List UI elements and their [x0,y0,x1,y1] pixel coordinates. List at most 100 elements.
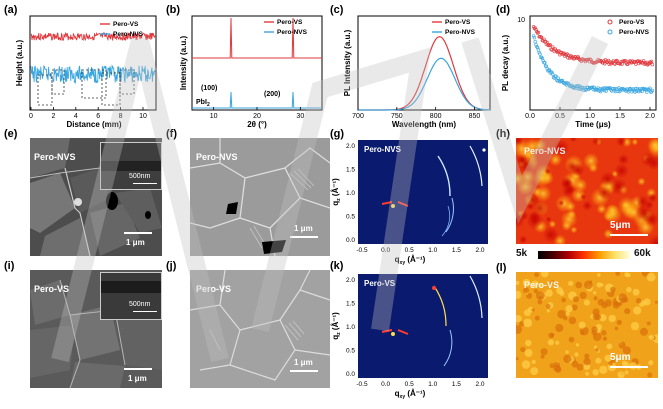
chart-d-point [564,53,569,57]
chart-d-point [613,59,618,64]
pl-map-l-spot [595,357,602,364]
pl-map-l-spot [654,300,658,304]
legend-label-1: Pero-NVS [619,29,650,36]
pl-map-h-dark-spot [516,138,524,146]
chart-d-point [648,86,652,90]
chart-d-point [641,86,645,91]
sem-i-scale-bar [124,368,152,370]
pl-map-l-spot [531,280,539,288]
pl-map-h-dark-spot [644,211,658,227]
chart-d-point [574,84,579,88]
pl-map-l-spot [597,273,601,277]
chart-a: Pero-VS Pero-NVS Distance (mm) Height (a.… [15,15,157,129]
pl-map-h-dark-spot [545,216,552,223]
pl-map-h-image [516,138,658,244]
pl-map-l-spot [549,363,555,369]
pl-map-l-spot [624,272,630,277]
pl-map-l-spot [540,354,545,359]
pl-map-h-dark-spot [544,167,552,175]
pl-map-l-spot [571,304,578,311]
chart-b-series-Pero-NVS [192,91,322,109]
chart-d-point [637,87,642,91]
chart-d-point [623,59,628,63]
sem-image-f: Pero-NVS 1 μm [190,138,330,256]
pl-map-l-spot [575,343,580,347]
pl-map-l-spot [612,301,620,309]
chart-d-point [622,87,626,92]
ytick-label-3: 0.5 [346,348,355,355]
pl-map-h-dark-spot [640,152,655,167]
chart-d-point [554,49,559,53]
pl-map-l-spot [572,296,580,303]
pl-map-h-bright-spot [565,201,576,212]
pl-map-h-bright-spot [647,138,658,154]
pl-map-h-bright-spot [524,138,540,154]
xtick-label-2: 4 [74,113,78,120]
sem-i-inset-scale: 500nm [129,301,151,308]
chart-d-point [635,86,640,91]
pl-map-l-spot [632,288,640,296]
chart-d-point [602,62,607,66]
chart-a-frame [29,15,157,111]
pl-map-l-spot [555,323,564,333]
pl-map-l-spot [523,318,533,328]
chart-d-point [550,70,554,75]
pl-map-l-spot [516,325,522,334]
xtick-label-3: 850 [469,113,481,120]
chart-d-point [534,43,538,47]
xtick-label-1: 0.0 [381,381,390,388]
pl-map-l-spot [575,281,583,289]
pl-map-l-spot [533,288,539,294]
xtick-label-5: 2.0 [475,381,484,388]
xtick-label-2: 1.0 [585,113,595,120]
sem-e-scale-bar [124,232,152,234]
chart-b-xlabel: 2θ (°) [247,120,267,129]
xtick-label-4: 8 [119,113,123,120]
xtick-label-0: 700 [352,113,364,120]
pl-map-l-spot [626,286,632,293]
pl-map-h-bright-spot [561,220,573,231]
chart-d-point [567,84,572,88]
chart-d-point [630,88,635,92]
pl-map-l-spot [633,306,642,315]
pl-map-l-spot [615,272,621,276]
pl-map-h-dark-spot [582,200,593,211]
chart-d-point [581,86,585,90]
ytick-label-2: 1.0 [346,324,355,331]
pl-map-l-spot [601,302,608,309]
chart-d-point [627,61,632,65]
pl-map-l-spot [531,359,536,365]
chart-a-xlabel: Distance (mm) [66,120,121,129]
ytick-label-0: 2.0 [346,277,355,284]
pl-map-h-scale-bar [610,234,648,236]
pl-map-h-bright-spot [631,138,639,146]
chart-c: Pero-VS Pero-NVS Wavelength (nm) PL Inten… [343,15,491,129]
pl-map-l-spot [522,278,531,287]
chart-d-point [612,88,616,93]
chart-d-point [609,89,614,93]
chart-a-highlight-boxes [37,69,135,106]
pl-map-l-scale-bar [610,366,648,368]
pl-map-l-spot [646,272,656,282]
panel-label-h: (h) [496,128,511,140]
pl-map-l-spot [584,280,593,290]
panel-label-l: (l) [496,262,507,274]
chart-k: Pero-VS 2.01.51.00.50.0-0.5 0.0 0.5 1.0 1.5 2… [331,274,488,400]
pl-map-l-scale-text: 5μm [610,352,631,363]
pl-map-l-spot [546,309,550,313]
sem-j-label: Pero-VS [196,284,232,294]
pl-map-l-spot [648,360,654,366]
panel-label-k: (k) [330,260,344,272]
sem-i-inset-scale-bar [133,311,157,312]
pl-map-l-spot [602,336,607,341]
pl-map-l-spot [568,280,574,286]
pl-map-h-dark-spot [542,226,559,243]
chart-d-point [580,85,584,90]
pl-map-l-spot [550,280,555,284]
pl-map-h-dark-spot [558,199,565,207]
pl-map-h-dark-spot [647,192,658,203]
ytick-label-2: 1.0 [346,190,355,197]
chart-g: Pero-NVS 2.01.51.00.50.0-0.5 0.0 0.5 1.0 1.5… [331,140,488,266]
sem-e-inset-scale-bar [133,183,157,184]
chart-d-xlabel: Time (μs) [575,120,611,129]
